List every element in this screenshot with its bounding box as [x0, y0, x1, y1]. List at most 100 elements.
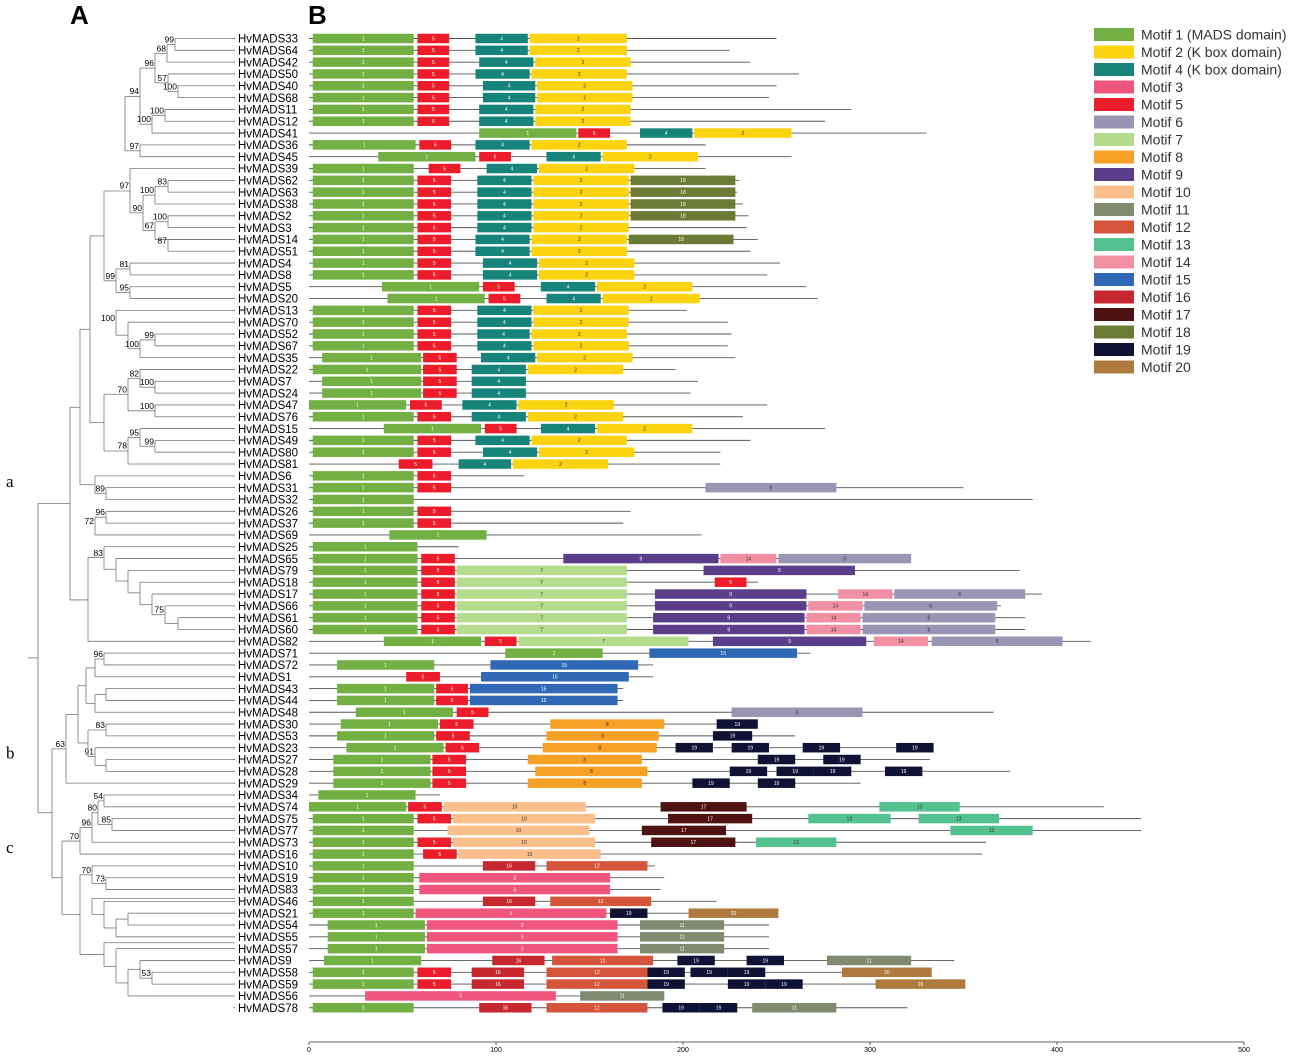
motif-number: 5: [433, 273, 436, 279]
motif-number: 1: [366, 367, 369, 373]
bootstrap-value: 100: [140, 185, 154, 195]
motif-number: 1: [362, 1006, 365, 1012]
motif-5-box: [417, 435, 452, 446]
legend-item: Motif 16: [1094, 289, 1191, 305]
bootstrap-value: 82: [130, 368, 140, 378]
motif-5-box: [436, 695, 468, 706]
gene-track: 1 5 15: [309, 683, 624, 694]
motif-2-box: [539, 447, 635, 457]
bootstrap-value: 73: [96, 874, 106, 884]
motif-number: 9: [788, 639, 791, 645]
motif-1-box: [318, 790, 416, 800]
motif-4-box: [546, 293, 601, 304]
motif-4-box: [475, 435, 530, 446]
gene-label: HvMADS9: [238, 956, 292, 968]
motif-14-box: [808, 601, 863, 611]
motif-number: 12: [594, 982, 600, 988]
legend-swatch: [1094, 255, 1134, 269]
motif-number: 1: [356, 805, 359, 811]
motif-1-box: [333, 766, 431, 777]
gene-label: HvMADS39: [238, 164, 298, 176]
motif-4-box: [482, 92, 536, 103]
gene-label: HvMADS2: [238, 211, 292, 223]
motif-number: 10: [521, 840, 527, 846]
gene-label: HvMADS56: [238, 991, 298, 1003]
gene-track: 1 5 16 12 19 19 19 20: [309, 967, 932, 978]
motif-number: 5: [437, 627, 440, 633]
motif-number: 1: [431, 426, 434, 432]
motif-number: 8: [606, 722, 609, 728]
gene-label: HvMADS59: [238, 979, 298, 991]
motif-5-box: [417, 411, 452, 422]
motif-5-box: [421, 553, 455, 564]
motif-number: 1: [381, 757, 384, 763]
motif-2-box: [533, 211, 629, 221]
motif-number: 5: [433, 261, 436, 267]
motif-1-box: [312, 187, 414, 197]
motif-number: 4: [511, 166, 514, 172]
bootstrap-value: 100: [125, 339, 139, 349]
motif-5-box: [714, 577, 747, 587]
motif-5-box: [417, 211, 452, 221]
motif-1-box: [312, 341, 414, 351]
motif-number: 7: [540, 580, 543, 586]
motif-5-box: [417, 518, 452, 528]
legend-swatch: [1094, 238, 1134, 251]
motif-3-box: [426, 932, 618, 942]
motif-number: 7: [540, 615, 543, 621]
legend-label: Motif 16: [1141, 289, 1191, 305]
motif-1-box: [312, 329, 414, 339]
legend-label: Motif 2 (K box domain): [1141, 44, 1282, 60]
motif-1-box: [383, 636, 482, 647]
motif-19-box: [757, 754, 796, 765]
bootstrap-value: 95: [120, 283, 130, 293]
motif-19-box: [727, 979, 766, 989]
legend-label: Motif 9: [1141, 167, 1183, 183]
motif-number: 1: [356, 403, 359, 409]
legend-swatch: [1094, 45, 1134, 59]
axis-tick-label: 500: [1238, 1047, 1250, 1054]
motif-4-box: [486, 163, 538, 174]
motif-11-box: [580, 991, 665, 1001]
motif-16-box: [471, 979, 525, 989]
motif-number: 5: [437, 568, 440, 574]
legend-label: Motif 8: [1141, 149, 1183, 165]
motif-number: 14: [898, 639, 904, 645]
motif-number: 1: [362, 214, 365, 220]
motif-number: 1: [362, 95, 365, 101]
motif-number: 15: [541, 698, 547, 704]
motif-16-box: [482, 896, 536, 907]
motif-number: 2: [582, 60, 585, 66]
motif-number: 13: [956, 816, 962, 822]
legend-item: Motif 19: [1094, 342, 1191, 358]
clade-labels: a b c: [6, 472, 15, 857]
motif-19-box: [716, 719, 758, 729]
motif-5-box: [417, 305, 452, 316]
motif-1-box: [309, 400, 407, 410]
bootstrap-value: 97: [120, 181, 130, 191]
motif-number: 5: [433, 190, 436, 196]
gene-label: HvMADS64: [238, 46, 299, 58]
legend-item: Motif 9: [1094, 167, 1183, 183]
motif-4-box: [477, 317, 532, 327]
axis-tick-label: 200: [677, 1047, 689, 1054]
motif-5-box: [419, 140, 452, 150]
gene-track: 1 16 12 19 19 11: [309, 1002, 908, 1013]
motif-number: 2: [585, 261, 588, 267]
motif-4-box: [482, 447, 538, 457]
motif-number: 16: [516, 958, 522, 964]
motif-number: 5: [433, 332, 436, 338]
motif-5-box: [417, 447, 452, 457]
motif-number: 1: [370, 355, 373, 361]
gene-label: HvMADS32: [238, 495, 298, 507]
motif-number: 5: [452, 734, 455, 740]
motif-number: 2: [580, 344, 583, 350]
motif-19-box: [802, 742, 841, 753]
motif-number: 6: [843, 556, 846, 562]
motif-number: 5: [433, 344, 436, 350]
gene-label: HvMADS17: [238, 589, 298, 601]
motif-number: 1: [384, 663, 387, 669]
motif-number: 5: [471, 710, 474, 716]
motif-1-box: [327, 920, 425, 930]
